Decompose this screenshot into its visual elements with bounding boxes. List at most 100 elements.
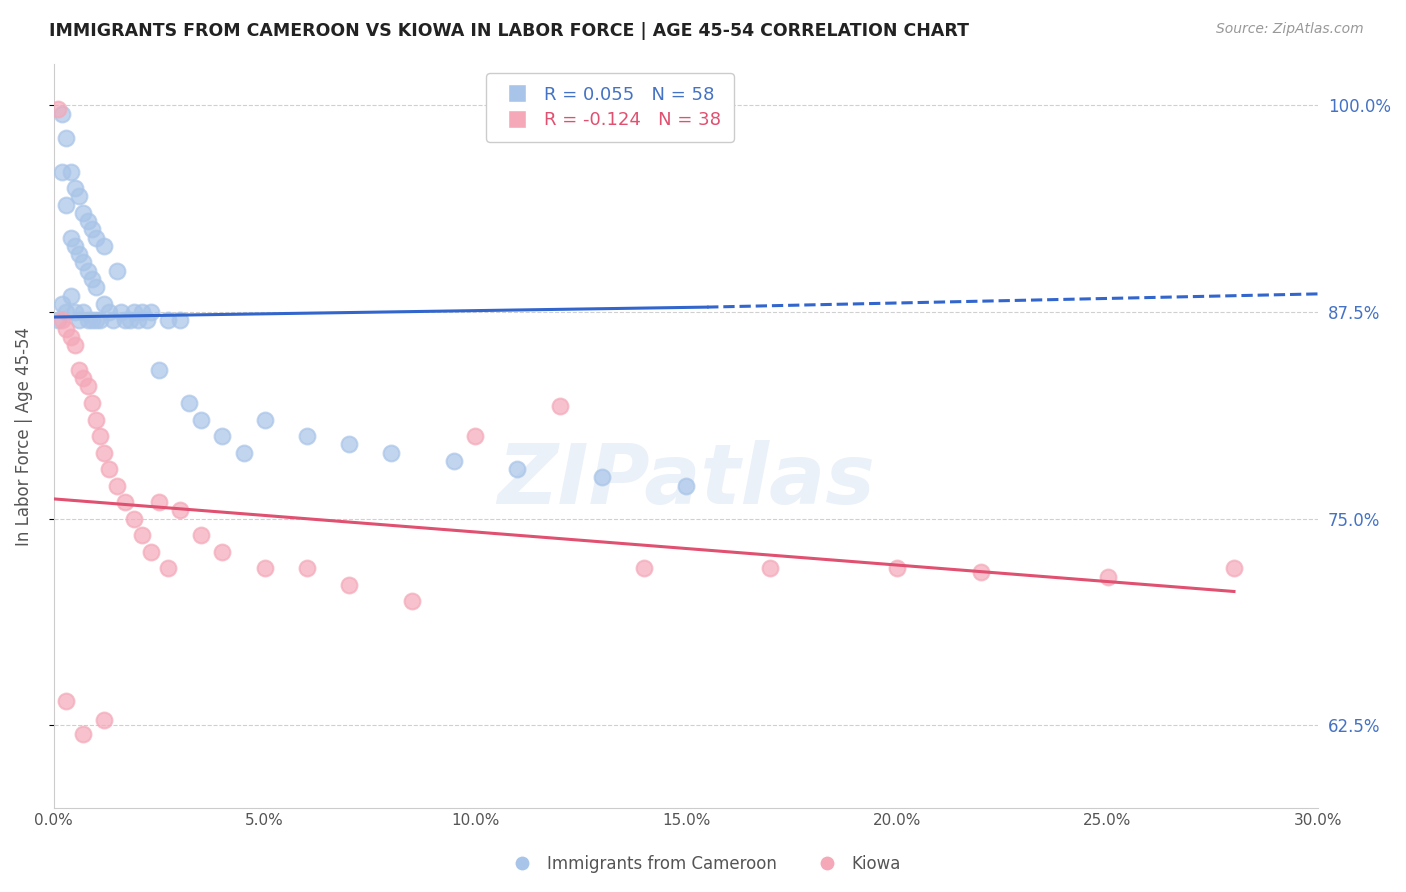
Point: [506, 462, 529, 476]
Point: [169, 503, 191, 517]
Point: [89, 313, 111, 327]
Point: [51, 106, 73, 120]
Point: [55, 197, 77, 211]
Point: [67, 247, 90, 261]
Point: [72, 305, 94, 319]
Point: [139, 305, 162, 319]
Point: [55, 693, 77, 707]
Point: [93, 297, 115, 311]
Point: [633, 561, 655, 575]
Point: [211, 545, 233, 559]
Point: [148, 363, 170, 377]
Point: [337, 578, 360, 592]
Point: [80, 396, 103, 410]
Point: [148, 495, 170, 509]
Point: [72, 727, 94, 741]
Point: [67, 189, 90, 203]
Point: [59, 288, 82, 302]
Point: [76, 313, 98, 327]
Point: [97, 305, 120, 319]
Point: [759, 561, 782, 575]
Point: [118, 313, 141, 327]
Point: [443, 454, 465, 468]
Point: [131, 528, 153, 542]
Y-axis label: In Labor Force | Age 45-54: In Labor Force | Age 45-54: [15, 326, 32, 546]
Point: [135, 313, 157, 327]
Point: [1097, 569, 1119, 583]
Point: [89, 429, 111, 443]
Point: [63, 338, 86, 352]
Point: [156, 313, 179, 327]
Point: [93, 714, 115, 728]
Point: [337, 437, 360, 451]
Point: [76, 214, 98, 228]
Text: IMMIGRANTS FROM CAMEROON VS KIOWA IN LABOR FORCE | AGE 45-54 CORRELATION CHART: IMMIGRANTS FROM CAMEROON VS KIOWA IN LAB…: [49, 22, 969, 40]
Point: [46, 102, 69, 116]
Point: [131, 305, 153, 319]
Point: [72, 255, 94, 269]
Point: [63, 305, 86, 319]
Point: [55, 131, 77, 145]
Point: [76, 264, 98, 278]
Point: [1223, 561, 1246, 575]
Point: [295, 561, 318, 575]
Point: [84, 280, 107, 294]
Point: [101, 313, 124, 327]
Point: [190, 412, 212, 426]
Text: ZIPatlas: ZIPatlas: [498, 441, 875, 521]
Point: [253, 412, 276, 426]
Point: [55, 321, 77, 335]
Point: [970, 565, 993, 579]
Point: [110, 305, 132, 319]
Point: [84, 313, 107, 327]
Point: [122, 305, 145, 319]
Point: [169, 313, 191, 327]
Point: [127, 313, 149, 327]
Point: [76, 379, 98, 393]
Point: [97, 462, 120, 476]
Point: [548, 400, 571, 414]
Point: [211, 429, 233, 443]
Point: [190, 528, 212, 542]
Point: [401, 594, 423, 608]
Point: [177, 396, 200, 410]
Point: [114, 313, 136, 327]
Point: [67, 313, 90, 327]
Point: [55, 305, 77, 319]
Point: [67, 363, 90, 377]
Point: [63, 239, 86, 253]
Point: [51, 297, 73, 311]
Point: [93, 445, 115, 459]
Point: [122, 512, 145, 526]
Point: [114, 495, 136, 509]
Point: [464, 429, 486, 443]
Point: [93, 239, 115, 253]
Point: [380, 445, 402, 459]
Point: [295, 429, 318, 443]
Legend: Immigrants from Cameroon, Kiowa: Immigrants from Cameroon, Kiowa: [498, 848, 908, 880]
Point: [105, 264, 128, 278]
Point: [253, 561, 276, 575]
Point: [72, 206, 94, 220]
Point: [80, 222, 103, 236]
Point: [72, 371, 94, 385]
Legend: R = 0.055   N = 58, R = -0.124   N = 38: R = 0.055 N = 58, R = -0.124 N = 38: [486, 73, 734, 142]
Point: [105, 478, 128, 492]
Point: [232, 445, 254, 459]
Point: [886, 561, 908, 575]
Point: [84, 412, 107, 426]
Point: [675, 478, 697, 492]
Point: [51, 313, 73, 327]
Point: [84, 230, 107, 244]
Point: [59, 164, 82, 178]
Point: [156, 561, 179, 575]
Point: [80, 272, 103, 286]
Text: Source: ZipAtlas.com: Source: ZipAtlas.com: [1216, 22, 1364, 37]
Point: [139, 545, 162, 559]
Point: [63, 181, 86, 195]
Point: [591, 470, 613, 484]
Point: [51, 164, 73, 178]
Point: [46, 313, 69, 327]
Point: [59, 330, 82, 344]
Point: [80, 313, 103, 327]
